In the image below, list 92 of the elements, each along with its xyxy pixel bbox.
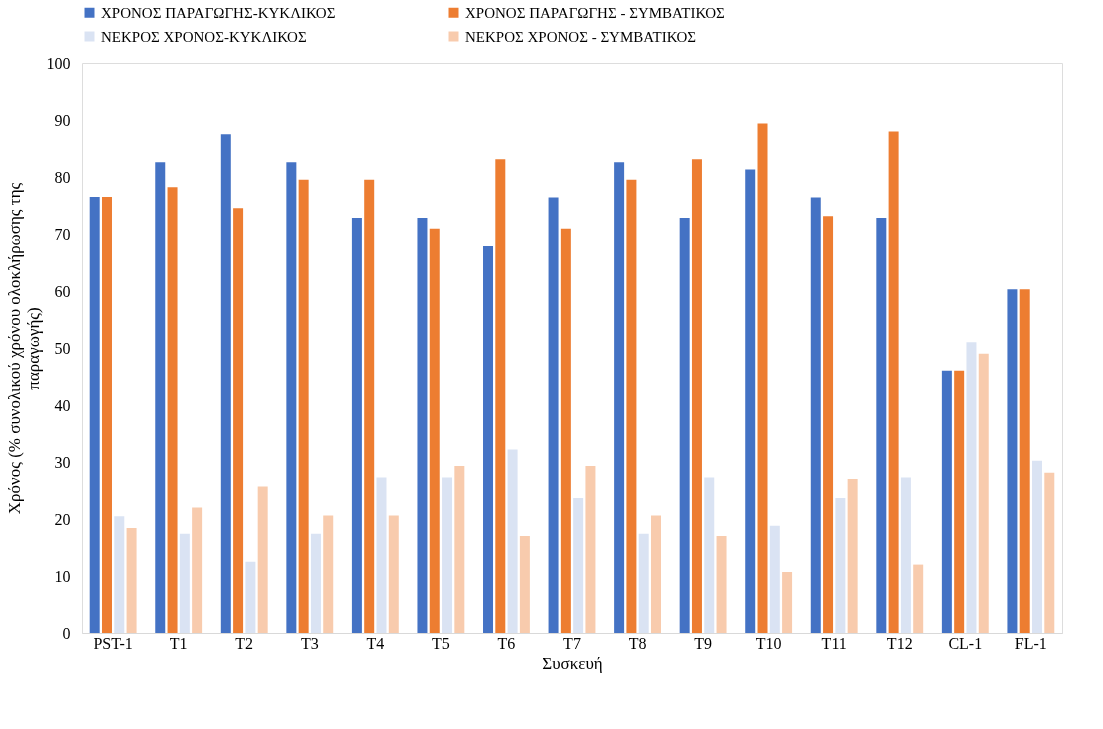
bar [679,218,690,633]
legend-label: ΝΕΚΡΟΣ ΧΡΟΝΟΣ - ΣΥΜΒΑΤΙΚΟΣ [465,28,696,45]
bar [769,525,780,633]
bar [192,507,203,633]
bar [298,179,309,633]
bar [626,179,637,633]
bar [1007,289,1018,633]
legend-label: ΧΡΟΝΟΣ ΠΑΡΑΓΩΓΗΣ - ΣΥΜΒΑΤΙΚΟΣ [465,4,725,21]
bar [257,486,268,633]
bar [429,228,440,633]
y-tick-label: 70 [54,225,71,243]
x-tick-label: T3 [300,634,319,652]
bar [245,561,256,633]
bar [179,533,190,633]
y-axis-title: Χρόνος (% συνολικού χρόνου ολοκλήρωσης της παραγωγής) [4,182,43,515]
bar [417,218,428,633]
y-tick-label: 60 [54,282,71,300]
y-tick-label: 90 [54,111,71,129]
bar [1044,472,1055,633]
bar [888,131,899,633]
bar [1019,289,1030,633]
y-tick-label: 100 [46,54,71,72]
bar [126,528,137,633]
bar [101,196,112,633]
x-tick-label: T10 [755,634,782,652]
bar [900,477,911,633]
bar [573,497,584,633]
bar [364,179,375,633]
bar [560,228,571,633]
bar [876,218,887,633]
bar [704,477,715,633]
bar [483,245,494,633]
bar [614,162,625,633]
bar [782,572,793,633]
bar [220,134,231,633]
bar [966,342,977,633]
x-tick-label: T2 [235,634,254,652]
bar [454,465,465,633]
y-tick-label: 50 [54,339,71,357]
bar [310,533,321,633]
bar [650,515,661,633]
bar [286,162,297,633]
bar [495,159,506,633]
x-tick-label: T9 [694,634,712,652]
bar [638,533,649,633]
y-tick-label: 20 [54,510,71,528]
y-tick-label: 10 [54,567,71,585]
bar [954,370,965,633]
legend-label: ΝΕΚΡΟΣ ΧΡΟΝΟΣ-ΚΥΚΛΙΚΟΣ [101,28,307,45]
x-tick-label: FL-1 [1014,634,1047,652]
x-axis-title: Συσκευή [542,653,603,673]
bar [913,564,924,633]
x-tick-label: T6 [497,634,516,652]
bar [233,208,244,633]
x-tick-label: T11 [821,634,847,652]
y-tick-label: 40 [54,396,71,414]
bar [823,216,834,633]
bar [167,187,178,633]
bar [757,123,768,633]
bar [114,516,125,633]
bar [519,536,530,633]
x-tick-label: PST-1 [93,634,133,652]
bar [507,449,518,633]
x-tick-label: T1 [169,634,188,652]
bar [323,515,334,633]
bar [835,497,846,633]
bar [1032,460,1043,633]
bar [351,218,362,633]
bar [442,477,453,633]
legend-label: ΧΡΟΝΟΣ ΠΑΡΑΓΩΓΗΣ-ΚΥΚΛΙΚΟΣ [101,4,336,21]
bar [745,169,756,633]
x-tick-label: T8 [628,634,647,652]
bar [810,197,821,633]
bar [691,159,702,633]
bar [388,515,399,633]
y-tick-label: 80 [54,168,71,186]
y-tick-label: 30 [54,453,71,471]
bar [376,477,387,633]
bar [941,370,952,633]
bar [548,197,559,633]
bar [847,479,858,633]
bar [89,196,100,633]
x-tick-label: T4 [366,634,385,652]
bar [155,162,166,633]
bar [585,465,596,633]
y-tick-label: 0 [62,624,71,642]
x-tick-label: T5 [432,634,450,652]
x-tick-label: T7 [563,634,581,652]
x-tick-label: CL-1 [948,634,983,652]
bar [978,353,989,633]
x-tick-label: T12 [886,634,913,652]
bar [716,536,727,633]
